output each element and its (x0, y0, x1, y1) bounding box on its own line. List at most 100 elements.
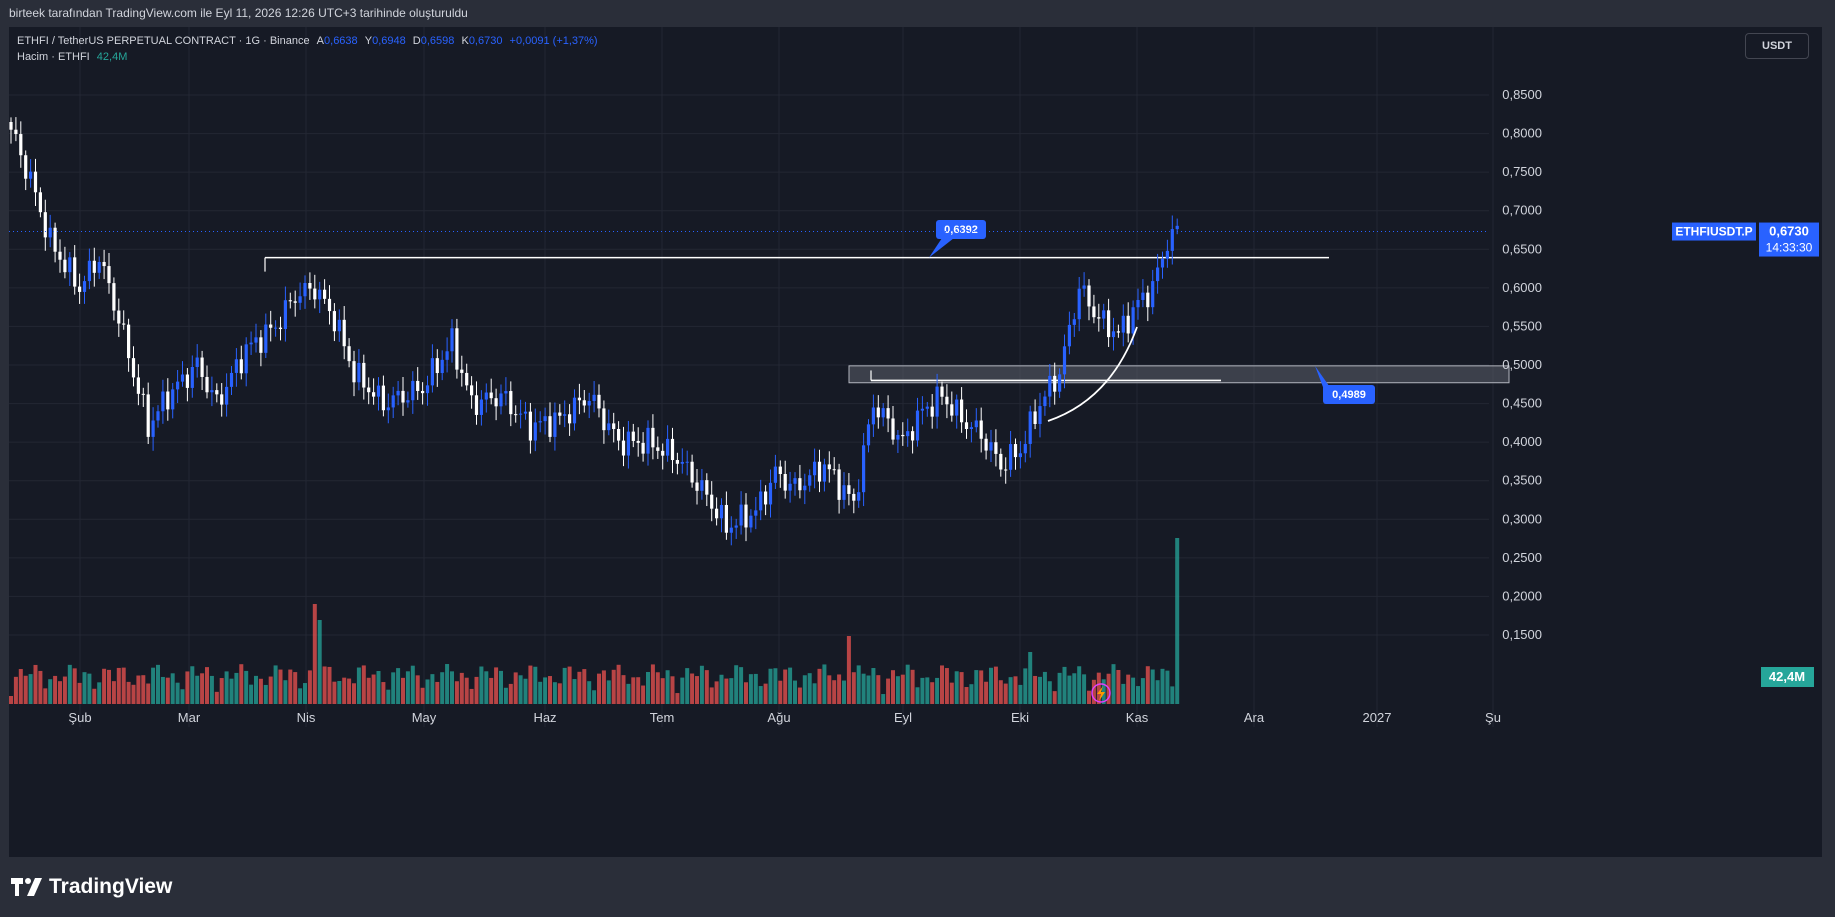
candle-body (817, 461, 822, 482)
candle-body (955, 399, 959, 416)
volume-bar (1170, 686, 1175, 704)
candle-body (244, 344, 248, 374)
candle-body (690, 461, 694, 483)
candle-body (572, 397, 577, 424)
candle-body (78, 286, 82, 292)
volume-bar (293, 672, 298, 704)
candle-body (445, 351, 449, 360)
candle-body (332, 311, 336, 332)
volume-bar (249, 684, 254, 704)
candle-body (553, 412, 557, 437)
volume-bar (812, 683, 817, 704)
candle-body (102, 261, 106, 267)
candle-body (587, 400, 591, 406)
volume-bar (861, 673, 866, 704)
volume-bar (1126, 674, 1131, 704)
candle-body (822, 464, 826, 482)
volume-bar (695, 676, 699, 704)
volume-bar (508, 683, 513, 704)
volume-bar (82, 672, 87, 704)
currency-button[interactable]: USDT (1745, 33, 1809, 59)
volume-bar (758, 686, 763, 704)
volume-bar (141, 675, 146, 704)
candle-body (396, 390, 400, 396)
last-price-tag-box (1759, 222, 1819, 257)
volume-bar (1087, 690, 1091, 704)
low-label: D (412, 35, 421, 47)
candle-body (803, 485, 807, 491)
candle-body (675, 460, 679, 464)
volume-bar (303, 683, 307, 704)
volume-bar (675, 693, 680, 704)
candle-body (92, 260, 96, 273)
close-label: K (461, 35, 469, 47)
volume-bar (499, 670, 503, 704)
candle-body (680, 461, 684, 464)
volume-bar (984, 681, 989, 704)
candle-body (229, 372, 234, 387)
price-chart[interactable]: 0,6392 0,4989 ETHFIUSDT.P 0,6730 14:33:30 42,… (9, 27, 1822, 857)
volume-bar (699, 665, 704, 704)
candle-body (200, 357, 204, 377)
candle-body (416, 380, 420, 391)
volume-bar (464, 677, 469, 704)
volume-bar (195, 675, 200, 704)
volume-label: Hacim · ETHFI (17, 51, 90, 63)
candle-body (38, 192, 42, 213)
volume-bar (479, 666, 484, 704)
time-tick-label: Nis (297, 710, 316, 725)
volume-bar (1175, 538, 1180, 704)
volume-bar (185, 671, 190, 704)
candle-body (455, 328, 459, 370)
volume-bar (160, 676, 165, 704)
volume-bar (1096, 672, 1101, 704)
candle-body (1097, 317, 1101, 319)
candle-body (342, 319, 346, 347)
candle-body (337, 319, 341, 332)
candle-body (1116, 331, 1120, 333)
volume-bar (832, 680, 837, 704)
volume-bar (165, 677, 170, 704)
candle-body (739, 504, 743, 526)
candle-body (930, 406, 934, 417)
volume-bar (851, 672, 856, 704)
volume-bar (131, 684, 136, 704)
symbol-tag-box (1672, 222, 1756, 241)
chart-panel[interactable]: 0,6392 0,4989 ETHFIUSDT.P 0,6730 14:33:30 42,… (9, 27, 1822, 857)
countdown-text: 14:33:30 (1766, 241, 1813, 255)
volume-bar (768, 668, 773, 704)
volume-bar (347, 678, 352, 704)
volume-bar (454, 681, 459, 704)
volume-bar (332, 681, 337, 704)
candle-body (1131, 307, 1135, 334)
candle-body (465, 372, 469, 386)
candle-body (808, 475, 812, 486)
volume-bar (1042, 671, 1047, 704)
volume-bar (219, 678, 224, 704)
candle-body (171, 389, 175, 410)
top-attribution-bar: birteek tarafından TradingView.com ile E… (0, 0, 1835, 27)
volume-bar (200, 673, 205, 704)
volume-bar (38, 670, 43, 704)
volume-bar (121, 667, 126, 704)
price-tick-label: 0,7500 (1502, 164, 1542, 179)
volume-bar (665, 670, 670, 704)
candle-body (984, 438, 988, 451)
volume-bar (611, 669, 616, 704)
tradingview-logo[interactable]: TradingView (11, 875, 172, 899)
candle-body (391, 395, 395, 408)
overlay-layer: 0,6392 0,4989 ETHFIUSDT.P 0,6730 14:33:30 42,… (9, 220, 1819, 703)
volume-bar (788, 667, 793, 704)
volume-bar (1091, 679, 1096, 704)
candle-body (82, 281, 87, 292)
candle-body (308, 282, 312, 289)
candle-body (450, 328, 454, 352)
candle-body (626, 431, 630, 456)
candle-body (1141, 292, 1145, 300)
candle-body (519, 413, 523, 415)
volume-bar (1072, 673, 1077, 704)
time-tick-label: Haz (533, 710, 556, 725)
candle-body (406, 400, 410, 403)
candle-body (33, 171, 38, 193)
volume-bar (459, 672, 464, 704)
